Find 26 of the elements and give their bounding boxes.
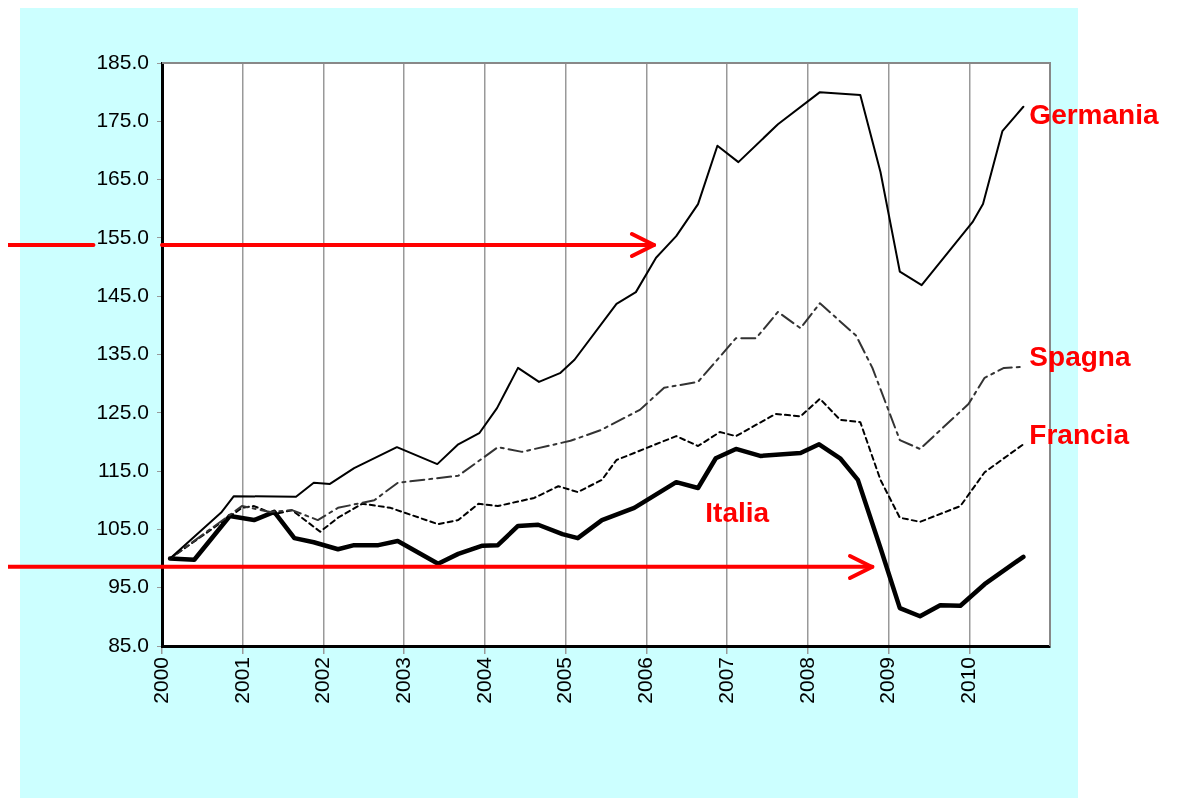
x-tick-label: 2005 — [552, 657, 576, 704]
y-tick-label: 175.0 — [96, 108, 149, 132]
y-tick-label: 155.0 — [96, 224, 149, 248]
y-tick-label: 105.0 — [96, 516, 149, 540]
x-tick-label: 2010 — [956, 657, 980, 704]
y-tick-label: 135.0 — [96, 341, 149, 365]
x-tick-label: 2000 — [148, 657, 172, 704]
x-tick-label: 2003 — [390, 657, 414, 704]
x-tick-label: 2009 — [875, 657, 899, 704]
y-tick-label: 145.0 — [96, 283, 149, 306]
x-tick-label: 2002 — [310, 657, 334, 704]
y-tick-label: 165.0 — [96, 166, 149, 190]
y-tick-label: 85.0 — [108, 632, 149, 656]
y-tick-label: 125.0 — [96, 399, 149, 423]
x-tick-label: 2006 — [633, 657, 657, 704]
x-tick-label: 2008 — [794, 657, 818, 704]
y-tick-label: 95.0 — [108, 574, 149, 598]
series-label: Germania — [1029, 99, 1159, 131]
x-tick-label: 2004 — [471, 656, 495, 704]
series-label: Spagna — [1029, 341, 1131, 373]
y-tick-label: 185.0 — [96, 49, 149, 73]
series-label: Francia — [1029, 419, 1130, 450]
series-label: Italia — [705, 497, 770, 528]
y-tick-label: 115.0 — [98, 457, 149, 481]
x-tick-label: 2001 — [229, 657, 253, 704]
x-tick-label: 2007 — [713, 657, 737, 704]
